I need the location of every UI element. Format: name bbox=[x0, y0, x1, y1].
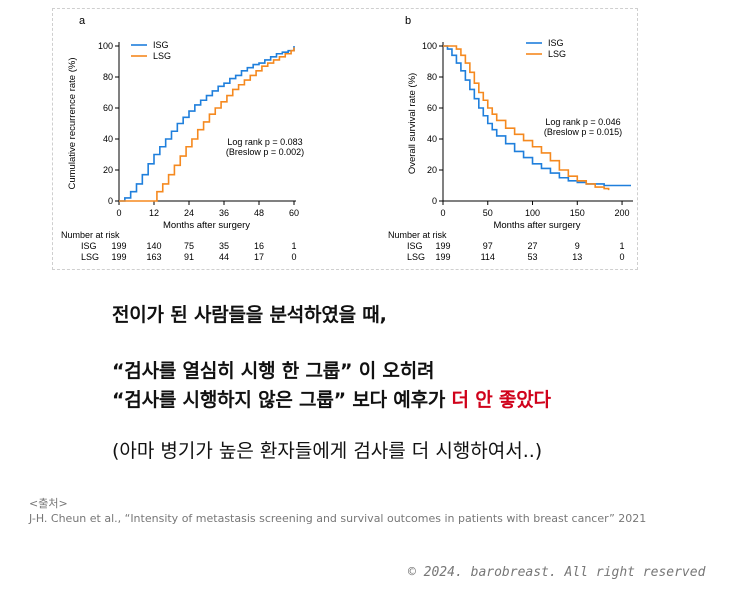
risk-value: 97 bbox=[483, 241, 493, 251]
risk-value: 27 bbox=[528, 241, 538, 251]
legend-label-isg: ISG bbox=[153, 40, 169, 50]
y-tick-label: 0 bbox=[108, 196, 113, 206]
x-tick-label: 100 bbox=[525, 208, 540, 218]
headline-highlight: 더 안 좋았다 bbox=[451, 389, 551, 411]
x-tick-label: 0 bbox=[440, 208, 445, 218]
y-tick-label: 80 bbox=[103, 72, 113, 82]
source-label: <출처> bbox=[29, 497, 68, 510]
headline-line-3-text: “검사를 시행하지 않은 그룹” 보다 예후가 bbox=[112, 389, 452, 411]
panel-label-b: b bbox=[405, 15, 411, 27]
y-tick-label: 40 bbox=[427, 134, 437, 144]
legend-label-lsg: LSG bbox=[153, 51, 171, 61]
note-line: (아마 병기가 높은 환자들에게 검사를 더 시행하여서..) bbox=[112, 440, 543, 462]
series-line-isg bbox=[119, 46, 295, 202]
risk-value: 0 bbox=[291, 252, 296, 262]
headline-line-3: “검사를 시행하지 않은 그룹” 보다 예후가 더 안 좋았다 bbox=[112, 385, 551, 412]
y-tick-label: 60 bbox=[103, 103, 113, 113]
risk-value: 16 bbox=[254, 241, 264, 251]
panel-label-a: a bbox=[79, 15, 86, 27]
risk-value: 163 bbox=[146, 252, 161, 262]
risk-value: 75 bbox=[184, 241, 194, 251]
y-tick-label: 80 bbox=[427, 72, 437, 82]
y-tick-label: 20 bbox=[103, 165, 113, 175]
risk-value: 199 bbox=[111, 252, 126, 262]
x-tick-label: 12 bbox=[149, 208, 159, 218]
x-tick-label: 24 bbox=[184, 208, 194, 218]
series-line-lsg bbox=[119, 47, 295, 202]
series-line-lsg bbox=[443, 45, 610, 191]
x-tick-label: 36 bbox=[219, 208, 229, 218]
risk-value: 199 bbox=[435, 241, 450, 251]
risk-table-title: Number at risk bbox=[388, 230, 447, 240]
risk-row-label-lsg: LSG bbox=[81, 252, 99, 262]
risk-value: 114 bbox=[481, 252, 495, 262]
figure-frame: a 0 20 40 60 80 100 0 12 24 36 48 60 Months after sur… bbox=[52, 8, 638, 270]
risk-value: 53 bbox=[528, 252, 538, 262]
legend-label-isg: ISG bbox=[548, 38, 564, 48]
x-axis-label: Months after surgery bbox=[163, 220, 250, 231]
x-tick-label: 60 bbox=[289, 208, 299, 218]
risk-row-label-lsg: LSG bbox=[407, 252, 425, 262]
x-tick-label: 0 bbox=[116, 208, 121, 218]
x-tick-label: 200 bbox=[615, 208, 630, 218]
stat-annotation: (Breslow p = 0.002) bbox=[226, 147, 304, 157]
risk-value: 17 bbox=[254, 252, 264, 262]
risk-value: 44 bbox=[219, 252, 229, 262]
y-axis-label: Cumulative recurrence rate (%) bbox=[67, 58, 78, 190]
risk-value: 13 bbox=[572, 252, 582, 262]
legend-label-lsg: LSG bbox=[548, 49, 566, 59]
x-tick-label: 150 bbox=[570, 208, 585, 218]
x-tick-label: 48 bbox=[254, 208, 264, 218]
stat-annotation: (Breslow p = 0.015) bbox=[544, 127, 622, 137]
stat-annotation: Log rank p = 0.046 bbox=[545, 117, 620, 127]
risk-value: 35 bbox=[219, 241, 229, 251]
copyright: © 2024. barobreast. All right reserved bbox=[408, 565, 706, 580]
risk-value: 9 bbox=[575, 241, 580, 251]
risk-value: 0 bbox=[620, 252, 625, 262]
y-axis-label: Overall survival rate (%) bbox=[407, 73, 418, 174]
y-tick-label: 20 bbox=[427, 165, 437, 175]
source-citation: J-H. Cheun et al., “Intensity of metasta… bbox=[29, 512, 647, 525]
risk-value: 91 bbox=[184, 252, 194, 262]
risk-value: 1 bbox=[291, 241, 296, 251]
risk-table-title: Number at risk bbox=[61, 230, 120, 240]
risk-value: 199 bbox=[111, 241, 126, 251]
x-axis-label: Months after surgery bbox=[493, 220, 580, 231]
risk-row-label-isg: ISG bbox=[81, 241, 97, 251]
risk-value: 140 bbox=[146, 241, 161, 251]
risk-value: 199 bbox=[435, 252, 450, 262]
series-line-isg bbox=[443, 45, 631, 187]
headline-line-2: “검사를 열심히 시행 한 그룹” 이 오히려 bbox=[112, 360, 435, 382]
risk-value: 1 bbox=[620, 241, 625, 251]
risk-row-label-isg: ISG bbox=[407, 241, 423, 251]
y-tick-label: 40 bbox=[103, 134, 113, 144]
x-tick-label: 50 bbox=[483, 208, 493, 218]
headline-line-1: 전이가 된 사람들을 분석하였을 때, bbox=[112, 304, 387, 326]
y-tick-label: 100 bbox=[422, 41, 437, 51]
stat-annotation: Log rank p = 0.083 bbox=[227, 137, 302, 147]
y-tick-label: 0 bbox=[432, 196, 437, 206]
y-tick-label: 60 bbox=[427, 103, 437, 113]
y-tick-label: 100 bbox=[98, 41, 113, 51]
